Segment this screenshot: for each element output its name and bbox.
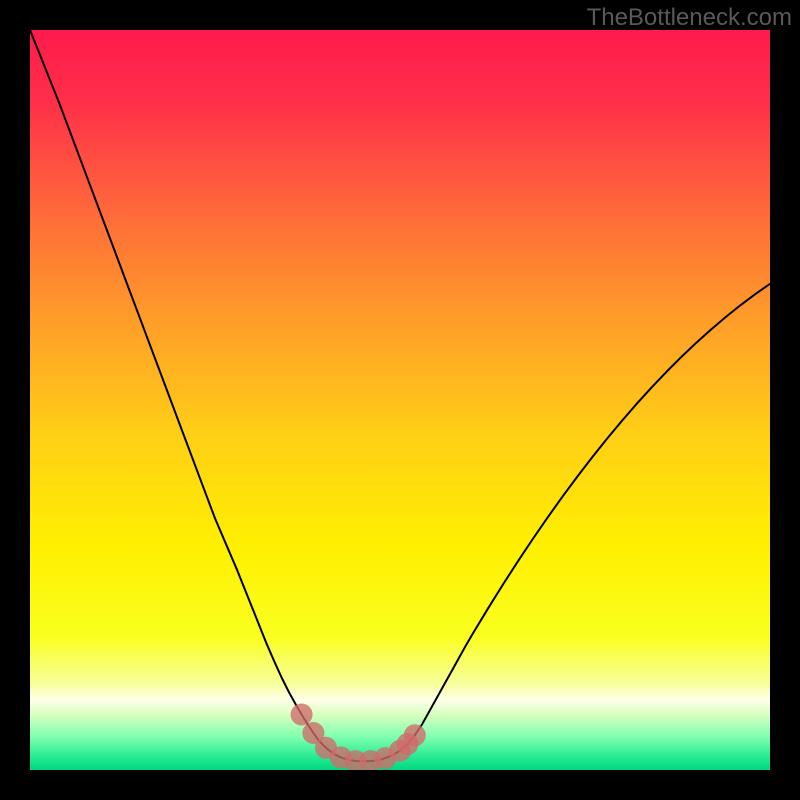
chart-stage: TheBottleneck.com xyxy=(0,0,800,800)
knee-marker xyxy=(291,704,313,726)
watermark-text: TheBottleneck.com xyxy=(587,4,792,32)
chart-svg xyxy=(30,30,770,770)
knee-marker xyxy=(404,724,426,746)
plot-area xyxy=(30,30,770,770)
gradient-background xyxy=(30,30,770,770)
